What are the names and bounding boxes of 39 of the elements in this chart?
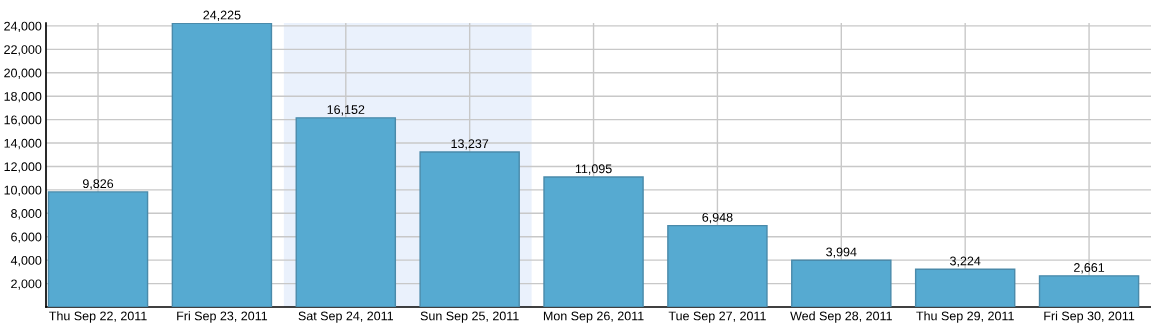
bar xyxy=(47,191,149,307)
data-label: 6,948 xyxy=(702,212,733,224)
bar xyxy=(295,117,397,307)
x-tick-label: Thu Sep 22, 2011 xyxy=(49,311,147,323)
data-label: 11,095 xyxy=(575,164,612,175)
y-tick-label: 6,000 xyxy=(11,232,42,243)
bar xyxy=(419,151,520,307)
data-label: 13,237 xyxy=(451,139,489,150)
y-tick-label: 24,000 xyxy=(4,21,42,33)
y-tick-label: 22,000 xyxy=(4,45,42,56)
y-tick-label: 8,000 xyxy=(11,209,42,220)
data-label: 16,152 xyxy=(327,105,365,116)
x-tick-label: Fri Sep 23, 2011 xyxy=(177,311,268,323)
x-tick-label: Wed Sep 28, 2011 xyxy=(790,311,892,323)
bar xyxy=(171,23,273,307)
x-tick-label: Sat Sep 24, 2011 xyxy=(298,311,394,323)
data-label: 2,661 xyxy=(1074,263,1105,274)
bar xyxy=(543,176,644,307)
bar xyxy=(667,224,768,307)
y-tick-label: 12,000 xyxy=(4,162,42,173)
y-tick-label: 20,000 xyxy=(4,68,42,79)
data-label: 3,224 xyxy=(950,256,981,267)
y-tick-label: 10,000 xyxy=(4,185,42,197)
bar xyxy=(1038,275,1140,307)
bar xyxy=(791,259,892,307)
data-label: 24,225 xyxy=(203,10,241,21)
x-tick-label: Thu Sep 29, 2011 xyxy=(916,311,1014,323)
y-tick-label: 2,000 xyxy=(11,279,42,290)
x-tick-label: Mon Sep 26, 2011 xyxy=(543,311,644,323)
y-tick-label: 16,000 xyxy=(4,115,42,126)
y-tick-label: 4,000 xyxy=(10,255,42,267)
x-tick-label: Fri Sep 30, 2011 xyxy=(1044,311,1135,323)
x-tick-label: Sun Sep 25, 2011 xyxy=(420,311,519,323)
bar xyxy=(914,268,1016,307)
data-label: 3,994 xyxy=(826,247,857,258)
data-label: 9,826 xyxy=(82,179,114,190)
y-tick-label: 18,000 xyxy=(4,92,42,103)
x-tick-label: Tue Sep 27, 2011 xyxy=(668,311,766,323)
y-tick-label: 14,000 xyxy=(4,138,42,150)
